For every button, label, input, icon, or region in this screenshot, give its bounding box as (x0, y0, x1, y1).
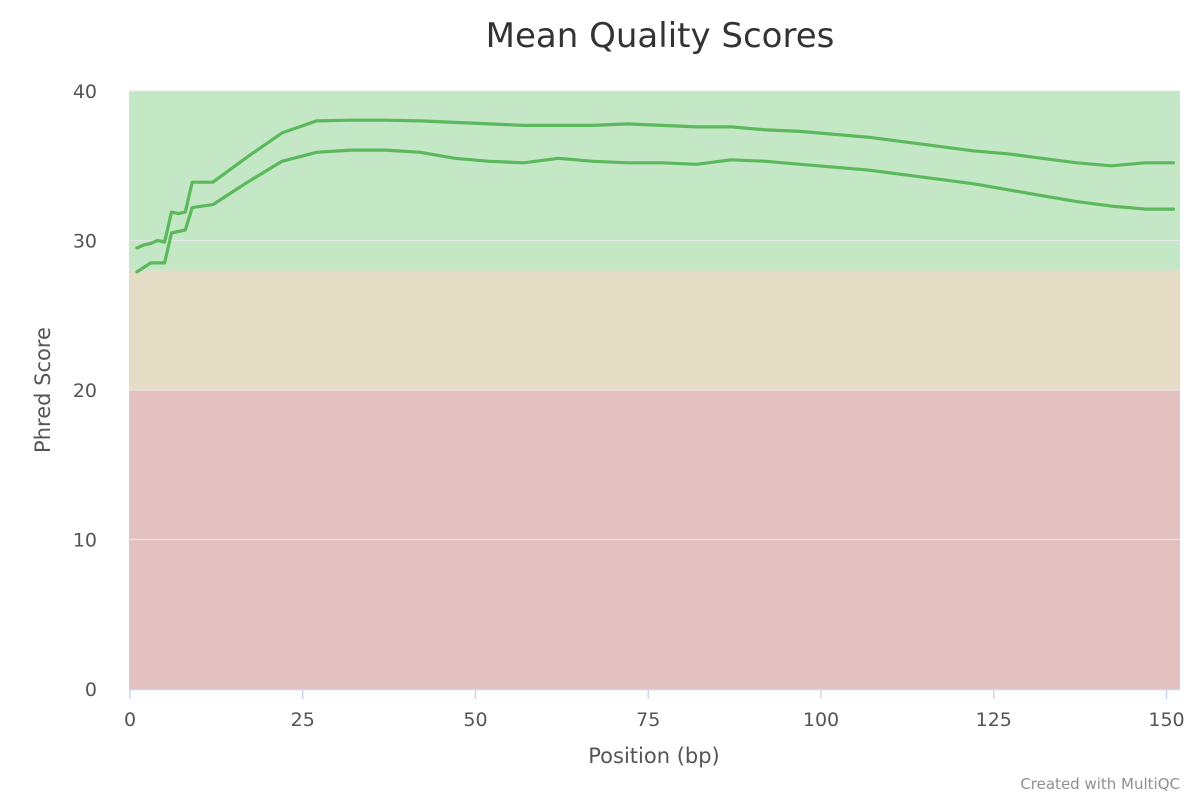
y-tick-label-10: 10 (73, 530, 97, 552)
x-tick-label-100: 100 (803, 709, 839, 731)
y-tick-label-30: 30 (73, 231, 97, 253)
credit-text: Created with MultiQC (1020, 775, 1180, 793)
y-tick-label-0: 0 (85, 679, 97, 701)
series-line-1 (135, 118, 1175, 250)
x-tick-label-0: 0 (124, 709, 136, 731)
y-tick-label-20: 20 (73, 380, 97, 402)
x-tick-label-75: 75 (636, 709, 660, 731)
x-tick-label-50: 50 (463, 709, 487, 731)
quality-band-1 (129, 270, 1180, 390)
series-line-2 (135, 148, 1175, 274)
y-tick-label-40: 40 (73, 81, 97, 103)
y-axis-label: Phred Score (31, 327, 55, 453)
chart-title: Mean Quality Scores (486, 16, 835, 56)
x-axis-label: Position (bp) (588, 744, 720, 768)
x-tick-label-150: 150 (1148, 709, 1184, 731)
x-tick-label-125: 125 (976, 709, 1012, 731)
quality-band-2 (129, 91, 1180, 271)
x-tick-label-25: 25 (291, 709, 315, 731)
